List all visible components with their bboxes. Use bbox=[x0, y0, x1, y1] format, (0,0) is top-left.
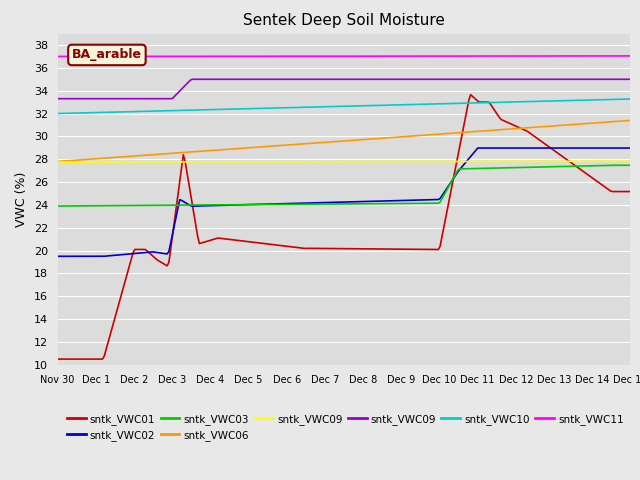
Legend: sntk_VWC01, sntk_VWC02, sntk_VWC03, sntk_VWC06, sntk_VWC09, sntk_VWC09, sntk_VWC: sntk_VWC01, sntk_VWC02, sntk_VWC03, sntk… bbox=[63, 410, 628, 445]
Text: BA_arable: BA_arable bbox=[72, 48, 142, 61]
Title: Sentek Deep Soil Moisture: Sentek Deep Soil Moisture bbox=[243, 13, 445, 28]
Y-axis label: VWC (%): VWC (%) bbox=[15, 171, 28, 227]
